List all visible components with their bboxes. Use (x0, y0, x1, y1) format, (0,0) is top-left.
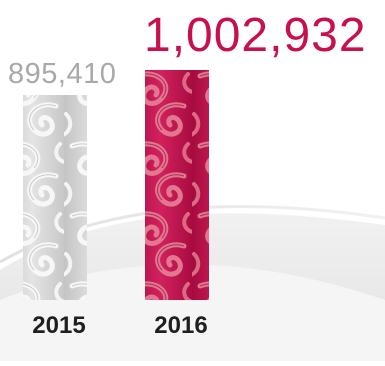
background-wave-front (0, 264, 385, 361)
category-label-2016: 2016 (154, 312, 208, 339)
value-label-2016: 1,002,932 (144, 9, 367, 62)
bar-2015 (23, 95, 87, 300)
bars-group (23, 70, 209, 300)
value-label-2015: 895,410 (8, 58, 117, 90)
bar-2016 (145, 70, 209, 300)
category-label-2015: 2015 (32, 312, 86, 339)
